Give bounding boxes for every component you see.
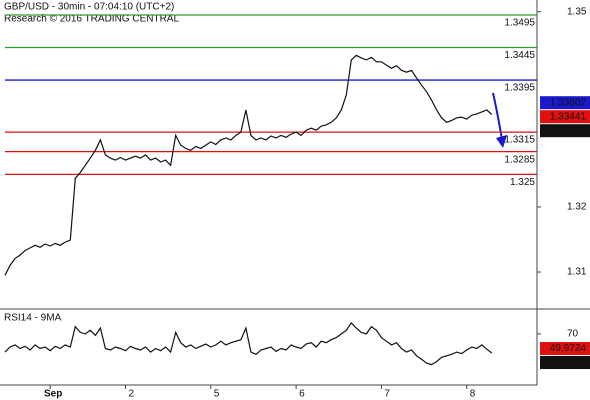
price-tag — [540, 124, 590, 138]
price-tag-label: 49.9724 — [550, 343, 587, 354]
level-label: 1.3315 — [504, 135, 535, 146]
level-label: 1.3445 — [504, 50, 535, 61]
price-tag-label: 1.33602 — [550, 97, 587, 108]
y-tick-label: 70 — [567, 329, 579, 340]
y-tick-label: 1.31 — [567, 267, 587, 278]
price-line — [4, 54, 493, 276]
price-tag — [540, 96, 590, 110]
x-tick-label: 6 — [299, 389, 305, 400]
level-label: 1.325 — [510, 177, 535, 188]
price-tag — [540, 110, 590, 124]
x-tick-label: 5 — [214, 389, 220, 400]
rsi-title: RSI14 - 9MA — [4, 313, 62, 324]
level-label: 1.3495 — [504, 18, 535, 29]
price-tag-label: 1.33441 — [550, 111, 587, 122]
x-tick-label: 7 — [384, 389, 390, 400]
price-tag — [540, 342, 590, 356]
price-line — [4, 321, 493, 366]
level-label: 1.3395 — [504, 83, 535, 94]
y-tick-label: 1.35 — [567, 6, 587, 17]
x-tick-label: 2 — [128, 389, 134, 400]
price-tag — [540, 356, 590, 370]
price-tag-label: 1.3342 — [555, 125, 586, 136]
forecast-arrow-head — [496, 135, 507, 148]
y-tick-label: 1.32 — [567, 202, 587, 213]
x-tick-label: Sep — [44, 389, 62, 400]
chart-subtitle: Research © 2016 TRADING CENTRAL — [4, 14, 179, 25]
x-tick-label: 8 — [470, 389, 476, 400]
forecast-arrow — [492, 92, 503, 141]
level-label: 1.3285 — [504, 154, 535, 165]
price-tag-label: 43.8411 — [551, 357, 587, 368]
chart-title: GBP/USD - 30min - 07:04:10 (UTC+2) — [4, 2, 174, 13]
